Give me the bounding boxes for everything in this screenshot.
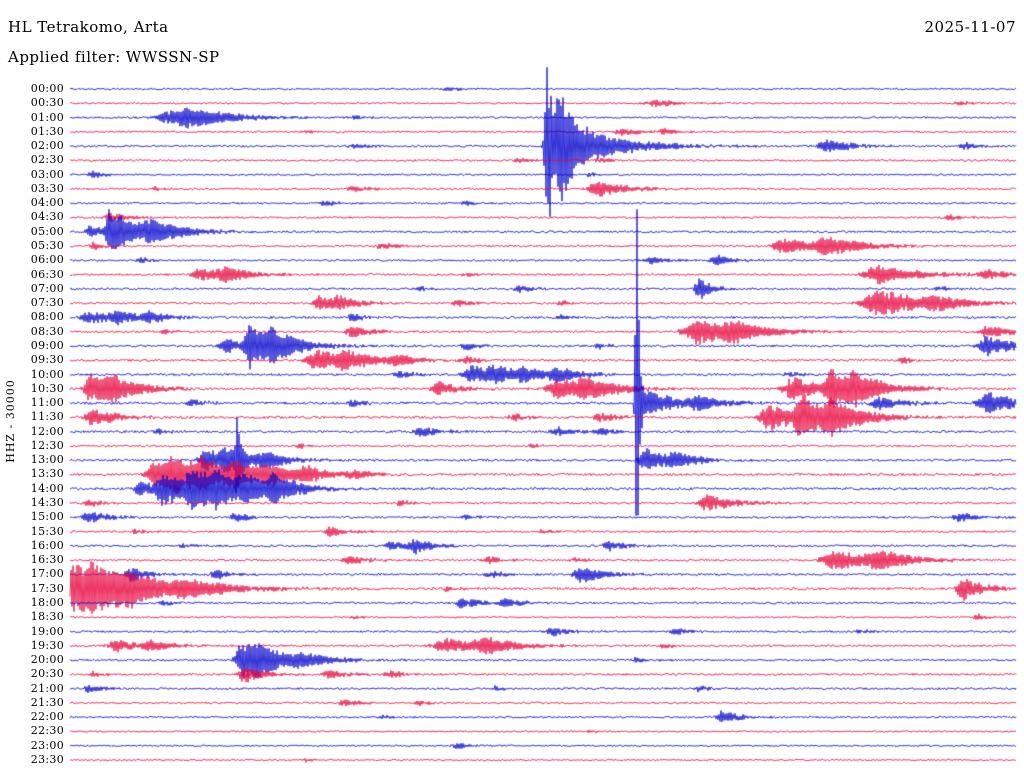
- time-label: 12:30: [30, 438, 64, 452]
- time-label: 10:30: [30, 381, 64, 395]
- time-label: 18:30: [30, 610, 64, 624]
- time-label: 14:30: [30, 496, 64, 510]
- time-label: 18:00: [30, 595, 64, 609]
- time-label: 00:30: [30, 96, 64, 110]
- time-label: 21:30: [30, 695, 64, 709]
- time-label: 22:00: [30, 710, 64, 724]
- time-label: 01:00: [30, 110, 64, 124]
- time-label: 05:30: [30, 239, 64, 253]
- time-label: 04:00: [30, 196, 64, 210]
- time-label: 04:30: [30, 210, 64, 224]
- time-label: 08:00: [30, 310, 64, 324]
- time-label: 00:00: [30, 82, 64, 95]
- time-label: 21:00: [30, 681, 64, 695]
- time-label: 20:00: [30, 653, 64, 667]
- time-label: 07:30: [30, 296, 64, 310]
- time-label: 17:30: [30, 581, 64, 595]
- time-label: 07:00: [30, 281, 64, 295]
- time-label: 08:30: [30, 324, 64, 338]
- time-label: 03:00: [30, 167, 64, 181]
- time-label: 11:30: [30, 410, 64, 424]
- time-label: 01:30: [30, 124, 64, 138]
- time-label: 15:00: [30, 510, 64, 524]
- date-label: 2025-11-07: [924, 18, 1016, 36]
- time-label: 11:00: [30, 396, 64, 410]
- time-label: 03:30: [30, 181, 64, 195]
- time-label: 06:30: [30, 267, 64, 281]
- time-label: 06:00: [30, 253, 64, 267]
- time-label: 05:00: [30, 224, 64, 238]
- time-label: 17:00: [30, 567, 64, 581]
- time-label: 15:30: [30, 524, 64, 538]
- time-label: 09:00: [30, 338, 64, 352]
- time-label: 23:30: [30, 753, 64, 767]
- time-label: 02:30: [30, 153, 64, 167]
- time-label: 19:30: [30, 638, 64, 652]
- filter-label: Applied filter: WWSSN-SP: [8, 48, 220, 66]
- time-label: 13:00: [30, 453, 64, 467]
- time-label: 23:00: [30, 738, 64, 752]
- time-label: 22:30: [30, 724, 64, 738]
- station-title: HL Tetrakomo, Arta: [8, 18, 169, 36]
- time-label: 16:00: [30, 538, 64, 552]
- time-label: 20:30: [30, 667, 64, 681]
- time-label: 12:00: [30, 424, 64, 438]
- time-label: 09:30: [30, 353, 64, 367]
- time-label: 02:00: [30, 139, 64, 153]
- time-label: 13:30: [30, 467, 64, 481]
- time-label: 10:00: [30, 367, 64, 381]
- time-label: 19:00: [30, 624, 64, 638]
- time-label: 16:30: [30, 553, 64, 567]
- time-label: 14:00: [30, 481, 64, 495]
